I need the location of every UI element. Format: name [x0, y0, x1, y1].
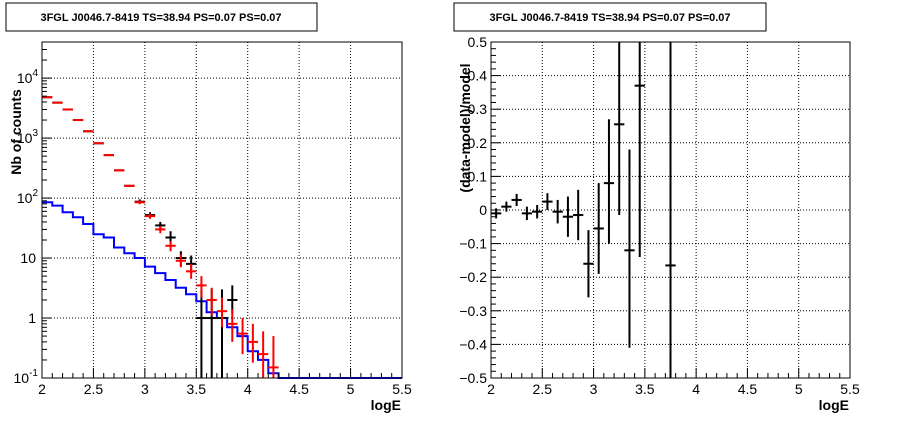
counts-x-axis-label: logE [371, 397, 401, 413]
counts-title-box [5, 2, 318, 32]
y-tick-label: −0.5 [459, 370, 487, 386]
counts-title: 3FGL J0046.7-8419 TS=38.94 PS=0.07 PS=0.… [40, 12, 281, 24]
x-tick-label: 3 [590, 381, 598, 397]
x-tick-label: 3 [141, 381, 149, 397]
x-tick-label: 2 [38, 381, 46, 397]
x-tick-label: 4 [692, 381, 700, 397]
x-tick-label: 3.5 [187, 381, 207, 397]
x-tick-label: 4.5 [738, 381, 758, 397]
residual-title-box [453, 2, 767, 32]
y-tick-label: −0.1 [459, 236, 487, 252]
x-tick-label: 5 [795, 381, 803, 397]
x-tick-label: 2.5 [84, 381, 104, 397]
x-tick-label: 4.5 [289, 381, 309, 397]
y-tick-label: 102 [17, 188, 39, 206]
residual-y-axis-label: (data-model)/model [457, 63, 473, 192]
y-tick-label: 0 [479, 202, 487, 218]
y-tick-label: −0.2 [459, 269, 487, 285]
x-tick-label: 5.5 [840, 381, 860, 397]
y-tick-label: 0.1 [468, 168, 488, 184]
y-tick-label: −0.4 [459, 336, 487, 352]
residual-x-axis-label: logE [819, 397, 849, 413]
counts-plot-frame [41, 41, 403, 379]
x-tick-label: 4 [244, 381, 252, 397]
y-tick-label: 1 [28, 310, 36, 326]
counts-y-axis-label: Nb of counts [8, 89, 24, 175]
x-tick-label: 5 [347, 381, 355, 397]
y-tick-label: 0.4 [468, 68, 488, 84]
y-tick-label: 0.3 [468, 101, 488, 117]
y-tick-label: 10 [20, 250, 36, 266]
y-tick-label: 104 [17, 68, 39, 86]
y-tick-label: 0.5 [468, 34, 488, 50]
counts-panel: 3FGL J0046.7-8419 TS=38.94 PS=0.07 PS=0.… [5, 2, 412, 413]
y-tick-label: −0.3 [459, 303, 487, 319]
y-tick-label: 103 [17, 128, 39, 146]
y-tick-label: 10-1 [14, 368, 39, 386]
x-tick-label: 2 [487, 381, 495, 397]
y-tick-label: 0.2 [468, 135, 488, 151]
residual-panel: 3FGL J0046.7-8419 TS=38.94 PS=0.07 PS=0.… [453, 2, 860, 413]
residual-title: 3FGL J0046.7-8419 TS=38.94 PS=0.07 PS=0.… [489, 12, 730, 24]
x-tick-label: 5.5 [392, 381, 412, 397]
x-tick-label: 3.5 [635, 381, 655, 397]
x-tick-label: 2.5 [533, 381, 553, 397]
